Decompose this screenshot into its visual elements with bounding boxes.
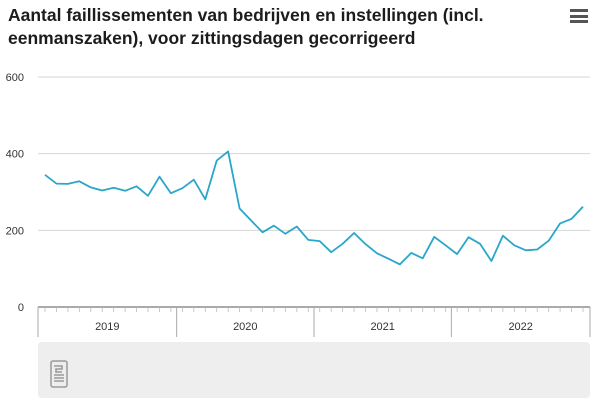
data-point[interactable]	[340, 241, 345, 246]
data-point[interactable]	[455, 252, 460, 257]
data-point[interactable]	[203, 197, 208, 202]
data-point[interactable]	[43, 172, 48, 177]
year-label: 2019	[95, 321, 119, 333]
data-point[interactable]	[535, 247, 540, 252]
data-point[interactable]	[581, 204, 586, 209]
data-point[interactable]	[523, 248, 528, 253]
data-point[interactable]	[168, 191, 173, 196]
data-point[interactable]	[500, 233, 505, 238]
data-point[interactable]	[191, 177, 196, 182]
data-point[interactable]	[237, 206, 242, 211]
data-point[interactable]	[157, 174, 162, 179]
data-point[interactable]	[386, 256, 391, 261]
data-point[interactable]	[123, 188, 128, 193]
data-point[interactable]	[146, 193, 151, 198]
data-point[interactable]	[443, 243, 448, 248]
y-axis-ticks: 0 200 400 600	[6, 72, 24, 314]
data-point[interactable]	[294, 224, 299, 229]
year-label: 2021	[370, 321, 394, 333]
data-point[interactable]	[134, 184, 139, 189]
cbs-logo-icon[interactable]	[50, 360, 68, 388]
data-point[interactable]	[283, 231, 288, 236]
data-point[interactable]	[88, 185, 93, 190]
year-label: 2022	[508, 321, 532, 333]
data-point[interactable]	[432, 234, 437, 239]
data-point[interactable]	[100, 188, 105, 193]
hamburger-menu-icon[interactable]	[570, 9, 588, 23]
data-point[interactable]	[558, 221, 563, 226]
data-point[interactable]	[466, 235, 471, 240]
data-point[interactable]	[477, 241, 482, 246]
data-point[interactable]	[489, 259, 494, 264]
data-point[interactable]	[420, 256, 425, 261]
y-tick-label: 400	[6, 149, 24, 161]
data-point[interactable]	[374, 251, 379, 256]
data-point[interactable]	[271, 223, 276, 228]
series-group	[43, 149, 586, 267]
data-point[interactable]	[260, 230, 265, 235]
y-tick-label: 600	[6, 72, 24, 84]
data-point[interactable]	[512, 243, 517, 248]
y-tick-label: 200	[6, 225, 24, 237]
data-point[interactable]	[409, 250, 414, 255]
x-axis: 2019 2020 2021 2022	[37, 306, 591, 337]
data-point[interactable]	[214, 158, 219, 163]
data-point[interactable]	[111, 185, 116, 190]
footer-bar	[38, 342, 590, 398]
series-line	[44, 150, 584, 266]
data-point[interactable]	[352, 231, 357, 236]
data-point[interactable]	[317, 239, 322, 244]
year-label: 2020	[233, 321, 257, 333]
y-tick-label: 0	[18, 302, 24, 314]
data-point[interactable]	[226, 149, 231, 154]
chart-title: Aantal faillissementen van bedrijven en …	[8, 5, 484, 48]
data-point[interactable]	[569, 216, 574, 221]
gridlines	[38, 76, 590, 231]
data-point[interactable]	[54, 181, 59, 186]
data-point[interactable]	[546, 238, 551, 243]
data-point[interactable]	[77, 179, 82, 184]
data-point[interactable]	[249, 218, 254, 223]
data-point[interactable]	[329, 250, 334, 255]
data-point[interactable]	[306, 237, 311, 242]
line-chart: 0 200 400 600 2019 2020 2021 2022	[6, 72, 591, 337]
data-point[interactable]	[65, 181, 70, 186]
data-point[interactable]	[180, 186, 185, 191]
data-point[interactable]	[397, 262, 402, 267]
data-point[interactable]	[363, 242, 368, 247]
